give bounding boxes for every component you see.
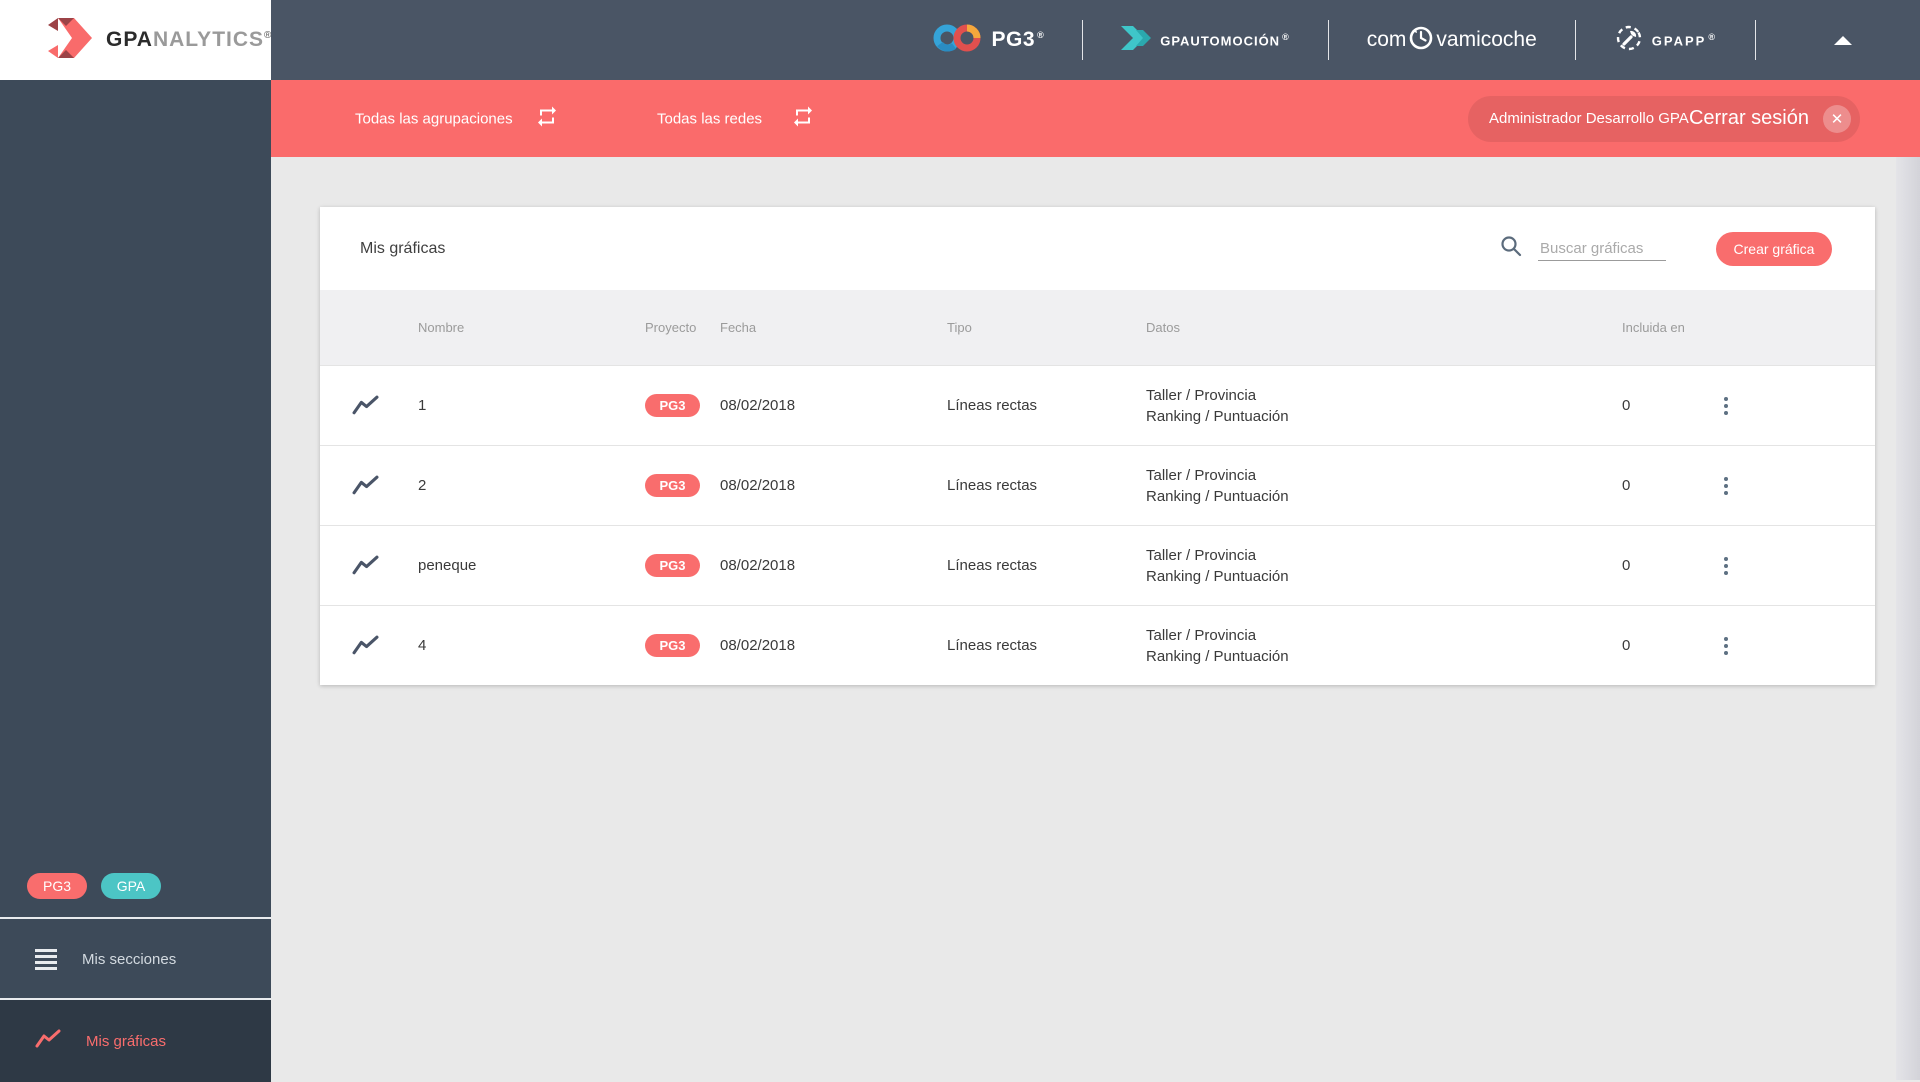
brand-gpautomocion[interactable]: GPAUTOMOCIÓN ® [1121, 24, 1290, 57]
swap-redes-icon[interactable] [791, 104, 815, 133]
scrollbar-track[interactable] [1896, 157, 1920, 1080]
column-header-tipo: Tipo [947, 320, 972, 335]
mis-graficas-card: Mis gráficas Crear gráfica Nombre Proyec… [320, 207, 1875, 685]
project-badge: PG3 [645, 554, 700, 577]
sidebar: PG3 GPA Mis secciones Mis gráficas [0, 80, 271, 1082]
line-chart-icon [320, 555, 418, 576]
chart-type: Líneas rectas [947, 477, 1038, 494]
project-badge-cell: PG3 [645, 394, 720, 417]
line-chart-icon [320, 475, 418, 496]
included-count: 0 [1622, 637, 1631, 654]
chart-type: Líneas rectas [947, 557, 1038, 574]
gpa-analytics-logo-text: GPANALYTICS® [106, 28, 273, 51]
comprovamicoche-label-left: com [1366, 28, 1407, 51]
badge-pg3[interactable]: PG3 [27, 873, 87, 899]
included-count: 0 [1622, 477, 1631, 494]
table-row[interactable]: 4 PG3 08/02/2018 Líneas rectas Taller / … [320, 605, 1875, 685]
chart-data-fields: Taller / Provincia Ranking / Puntuación [1146, 386, 1289, 425]
table-header: Nombre Proyecto Fecha Tipo Datos Incluid… [320, 290, 1875, 365]
brandbar-divider [1327, 20, 1329, 60]
sidebar-divider [0, 998, 271, 1000]
project-badge-cell: PG3 [645, 634, 720, 657]
user-name: Administrador Desarrollo GPA [1489, 110, 1689, 127]
filter-bar: Todas las agrupaciones Todas las redes A… [271, 80, 1920, 157]
table-row[interactable]: 2 PG3 08/02/2018 Líneas rectas Taller / … [320, 445, 1875, 525]
project-badge: PG3 [645, 634, 700, 657]
project-badge: PG3 [645, 474, 700, 497]
chart-date: 08/02/2018 [720, 557, 796, 574]
brand-bar: PG3 ® GPAUTOMOCIÓN ® com vamicoch [271, 0, 1920, 80]
column-header-fecha: Fecha [720, 320, 757, 335]
included-count: 0 [1622, 557, 1631, 574]
swap-agrupaciones-icon[interactable] [535, 104, 559, 133]
filter-agrupaciones-label[interactable]: Todas las agrupaciones [355, 110, 513, 127]
brandbar-divider [1574, 20, 1576, 60]
sidebar-divider [0, 917, 271, 919]
chart-name: 1 [418, 397, 427, 414]
chart-data-fields: Taller / Provincia Ranking / Puntuación [1146, 546, 1289, 585]
column-header-incluida: Incluida en [1622, 320, 1685, 335]
chart-date: 08/02/2018 [720, 397, 796, 414]
row-menu-button[interactable] [1717, 391, 1735, 421]
sidebar-item-mis-secciones[interactable]: Mis secciones [0, 919, 271, 999]
sidebar-item-mis-graficas[interactable]: Mis gráficas [0, 1000, 271, 1082]
page-title: Mis gráficas [360, 239, 446, 257]
row-menu-button[interactable] [1717, 551, 1735, 581]
chart-data-fields: Taller / Provincia Ranking / Puntuación [1146, 466, 1289, 505]
top-bar: GPANALYTICS® PG3 ® GPAUTOMOCIÓN [0, 0, 1920, 80]
line-chart-icon [35, 1029, 61, 1054]
chart-name: 2 [418, 477, 427, 494]
brand-pg3[interactable]: PG3 ® [932, 22, 1045, 59]
brandbar-divider [1755, 20, 1756, 60]
project-badge: PG3 [645, 394, 700, 417]
chart-name: peneque [418, 557, 477, 574]
gpa-analytics-logo-icon [48, 17, 94, 64]
logout-button[interactable]: Cerrar sesión [1688, 107, 1809, 129]
chart-date: 08/02/2018 [720, 637, 796, 654]
brand-comprovamicoche[interactable]: com vamicoche [1367, 25, 1537, 56]
brand-gpapp-label: GPAPP ® [1651, 31, 1717, 49]
brand-pg3-label: PG3 ® [991, 28, 1045, 51]
chart-type: Líneas rectas [947, 397, 1038, 414]
logout-close-icon[interactable]: ✕ [1823, 104, 1851, 133]
brand-gpautomocion-label: GPAUTOMOCIÓN ® [1160, 31, 1290, 49]
search-input[interactable] [1538, 236, 1666, 261]
line-chart-icon [320, 635, 418, 656]
search-icon[interactable] [1500, 235, 1522, 262]
create-chart-button[interactable]: Crear gráfica [1716, 231, 1832, 266]
chart-date: 08/02/2018 [720, 477, 796, 494]
sidebar-item-label: Mis gráficas [86, 1032, 167, 1050]
comprovamicoche-label-right: vamicoche [1436, 28, 1537, 51]
filter-redes-label[interactable]: Todas las redes [657, 110, 763, 127]
card-toolbar: Mis gráficas Crear gráfica [320, 207, 1875, 290]
sidebar-item-label: Mis secciones [82, 950, 177, 968]
column-header-nombre: Nombre [418, 320, 465, 335]
chart-type: Líneas rectas [947, 637, 1038, 654]
row-menu-button[interactable] [1717, 631, 1735, 661]
included-count: 0 [1622, 397, 1631, 414]
table-row[interactable]: peneque PG3 08/02/2018 Líneas rectas Tal… [320, 525, 1875, 605]
sidebar-badges: PG3 GPA [27, 873, 161, 899]
brand-gpapp[interactable]: GPAPP ® [1614, 23, 1717, 58]
chart-data-fields: Taller / Provincia Ranking / Puntuación [1146, 626, 1289, 665]
line-chart-icon [320, 395, 418, 416]
table-row[interactable]: 1 PG3 08/02/2018 Líneas rectas Taller / … [320, 365, 1875, 445]
project-badge-cell: PG3 [645, 474, 720, 497]
brandbar-divider [1082, 20, 1084, 60]
badge-gpa[interactable]: GPA [101, 873, 161, 899]
collapse-arrow-icon[interactable] [1834, 35, 1852, 45]
column-header-datos: Datos [1146, 320, 1180, 335]
column-header-proyecto: Proyecto [645, 320, 697, 335]
row-menu-button[interactable] [1717, 471, 1735, 501]
gpautomocion-arrow-icon [1121, 24, 1152, 57]
project-badge-cell: PG3 [645, 554, 720, 577]
menu-icon [35, 948, 57, 970]
gpa-analytics-logo: GPANALYTICS® [0, 0, 271, 80]
gpapp-wrench-icon [1614, 23, 1644, 58]
pg3-infinity-icon [932, 22, 982, 59]
user-session-pill: Administrador Desarrollo GPA Cerrar sesi… [1468, 95, 1860, 142]
table-body: 1 PG3 08/02/2018 Líneas rectas Taller / … [320, 365, 1875, 685]
clock-icon [1408, 25, 1434, 56]
chart-name: 4 [418, 637, 427, 654]
